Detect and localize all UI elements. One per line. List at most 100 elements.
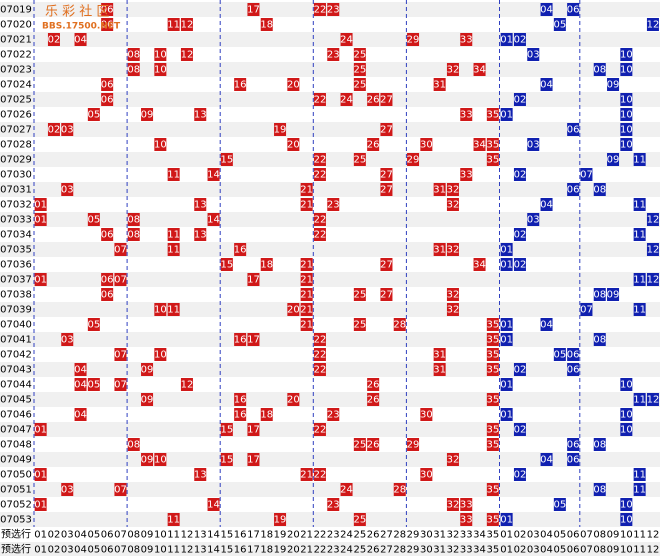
red-number: 22: [314, 5, 327, 16]
red-ball: [460, 513, 473, 526]
red-ball: [486, 423, 499, 436]
red-number: 22: [314, 350, 327, 361]
red-ball: [247, 423, 260, 436]
row-bg: [0, 182, 660, 197]
red-ball: [287, 138, 300, 151]
red-ball: [180, 378, 193, 391]
red-number: 29: [407, 35, 420, 46]
red-ball: [486, 348, 499, 361]
red-ball: [313, 348, 326, 361]
footer-red: 15: [220, 545, 233, 556]
red-ball: [247, 3, 260, 16]
row-label: 07020: [0, 20, 32, 31]
red-number: 31: [433, 365, 446, 376]
red-ball: [300, 318, 313, 331]
red-number: 22: [314, 170, 327, 181]
blue-ball: [633, 228, 646, 241]
red-number: 33: [460, 515, 473, 526]
footer-red: 16: [234, 530, 247, 541]
red-number: 35: [486, 425, 499, 436]
red-ball: [313, 468, 326, 481]
red-ball: [114, 348, 127, 361]
blue-ball: [500, 258, 513, 271]
blue-ball: [646, 18, 659, 31]
red-ball: [460, 168, 473, 181]
red-number: 26: [367, 380, 380, 391]
red-number: 26: [367, 140, 380, 151]
red-ball: [234, 408, 247, 421]
red-ball: [74, 33, 87, 46]
blue-number: 06: [567, 455, 580, 466]
row-bg: [0, 167, 660, 182]
footer-blue: 11: [633, 545, 646, 556]
red-ball: [34, 198, 47, 211]
red-ball: [313, 168, 326, 181]
row-bg: [0, 542, 660, 557]
footer-red: 25: [353, 545, 366, 556]
footer-red: 19: [274, 545, 287, 556]
row-bg: [0, 527, 660, 542]
footer-red: 35: [486, 530, 499, 541]
red-ball: [367, 393, 380, 406]
red-ball: [287, 393, 300, 406]
footer-red: 21: [300, 545, 313, 556]
footer-red: 15: [220, 530, 233, 541]
blue-ball: [580, 168, 593, 181]
blue-ball: [620, 378, 633, 391]
footer-red: 27: [380, 545, 393, 556]
row-bg: [0, 212, 660, 227]
row-label: 07035: [0, 245, 32, 256]
red-ball: [167, 228, 180, 241]
red-number: 10: [154, 455, 167, 466]
blue-number: 08: [593, 485, 606, 496]
red-ball: [486, 138, 499, 151]
red-ball: [473, 258, 486, 271]
red-number: 23: [327, 200, 340, 211]
red-number: 07: [114, 485, 127, 496]
red-ball: [300, 198, 313, 211]
blue-number: 08: [593, 185, 606, 196]
red-number: 12: [181, 50, 194, 61]
footer-red: 24: [340, 530, 353, 541]
blue-ball: [567, 123, 580, 136]
red-number: 20: [287, 140, 300, 151]
red-ball: [486, 363, 499, 376]
red-number: 35: [486, 350, 499, 361]
red-number: 35: [486, 110, 499, 121]
blue-number: 06: [567, 125, 580, 136]
red-number: 21: [300, 260, 313, 271]
blue-ball: [633, 198, 646, 211]
blue-number: 12: [647, 275, 660, 286]
red-ball: [300, 468, 313, 481]
footer-red: 34: [473, 530, 486, 541]
footer-red: 12: [181, 530, 194, 541]
footer-blue: 06: [567, 530, 580, 541]
red-number: 06: [101, 230, 114, 241]
red-number: 32: [447, 65, 460, 76]
red-number: 35: [486, 485, 499, 496]
blue-ball: [513, 168, 526, 181]
blue-ball: [620, 498, 633, 511]
red-number: 08: [127, 440, 140, 451]
blue-ball: [633, 153, 646, 166]
row-bg: [0, 437, 660, 452]
red-number: 32: [447, 455, 460, 466]
red-number: 05: [87, 215, 100, 226]
footer-blue: 04: [540, 545, 553, 556]
red-ball: [260, 408, 273, 421]
row-bg: [0, 242, 660, 257]
row-label: 07030: [0, 170, 32, 181]
blue-ball: [607, 288, 620, 301]
red-number: 25: [353, 515, 366, 526]
blue-number: 03: [527, 140, 540, 151]
red-number: 06: [101, 20, 114, 31]
red-number: 33: [460, 170, 473, 181]
blue-number: 10: [620, 410, 633, 421]
red-ball: [260, 258, 273, 271]
red-ball: [446, 303, 459, 316]
red-number: 21: [300, 275, 313, 286]
blue-number: 10: [620, 500, 633, 511]
blue-ball: [513, 423, 526, 436]
red-ball: [274, 513, 287, 526]
row-label: 07048: [0, 440, 32, 451]
